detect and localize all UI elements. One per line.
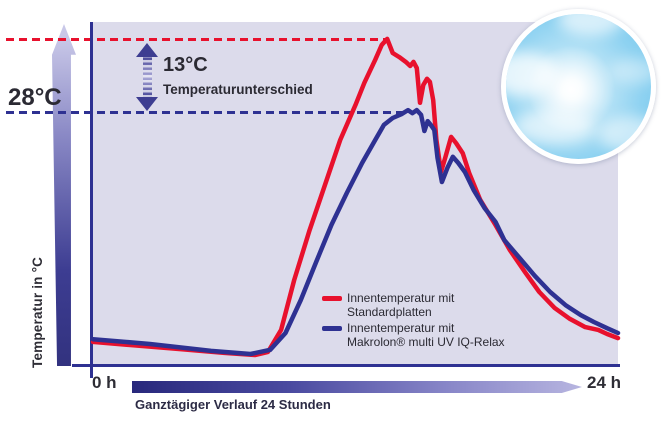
arrow-down-icon <box>136 97 158 111</box>
cloud-icon <box>598 116 651 152</box>
arrow-up-icon <box>136 43 158 57</box>
sun-sky-photo <box>501 9 656 164</box>
difference-arrow-shaft <box>142 55 152 99</box>
legend: Innentemperatur mit Standardplatten Inne… <box>322 291 505 352</box>
cloud-icon <box>512 110 596 144</box>
x-axis-line <box>72 364 620 367</box>
x-axis-end-label: 24 h <box>587 373 622 392</box>
legend-text-line: Innentemperatur mit <box>347 291 455 305</box>
x-axis-caption: Ganztägiger Verlauf 24 Stunden <box>135 397 331 412</box>
legend-label: Innentemperatur mit Makrolon® multi UV I… <box>347 321 505 349</box>
temp-28c-label: 28°C <box>8 84 62 111</box>
y-axis-line <box>90 22 93 378</box>
legend-item-standardplatten: Innentemperatur mit Standardplatten <box>322 291 505 319</box>
x-axis-start-label: 0 h <box>92 373 117 392</box>
diff-caption-label: Temperaturunterschied <box>163 82 313 97</box>
curve-red <box>90 36 621 358</box>
legend-text-line: Standardplatten <box>347 304 432 319</box>
temperature-curves <box>90 36 621 358</box>
cloud-icon <box>610 58 651 84</box>
cloud-icon <box>506 52 558 96</box>
cloud-icon <box>558 14 624 36</box>
legend-swatch-red <box>322 296 342 301</box>
x-axis-gradient-arrow <box>132 381 582 393</box>
curve-blue <box>90 107 621 357</box>
red-peak-dashed-line <box>6 38 389 42</box>
diff-value-label: 13°C <box>163 54 208 76</box>
legend-label: Innentemperatur mit Standardplatten <box>347 291 455 319</box>
y-axis-label: Temperatur in °C <box>30 256 45 368</box>
legend-text-line: Makrolon® multi UV IQ-Relax <box>347 334 505 349</box>
legend-swatch-blue <box>322 326 342 331</box>
legend-item-makrolon: Innentemperatur mit Makrolon® multi UV I… <box>322 321 505 349</box>
legend-text-line: Innentemperatur mit <box>347 321 455 335</box>
temperature-difference-arrow-icon <box>136 43 158 111</box>
y-axis-gradient-arrow <box>52 24 76 366</box>
blue-peak-dashed-line <box>6 110 406 114</box>
